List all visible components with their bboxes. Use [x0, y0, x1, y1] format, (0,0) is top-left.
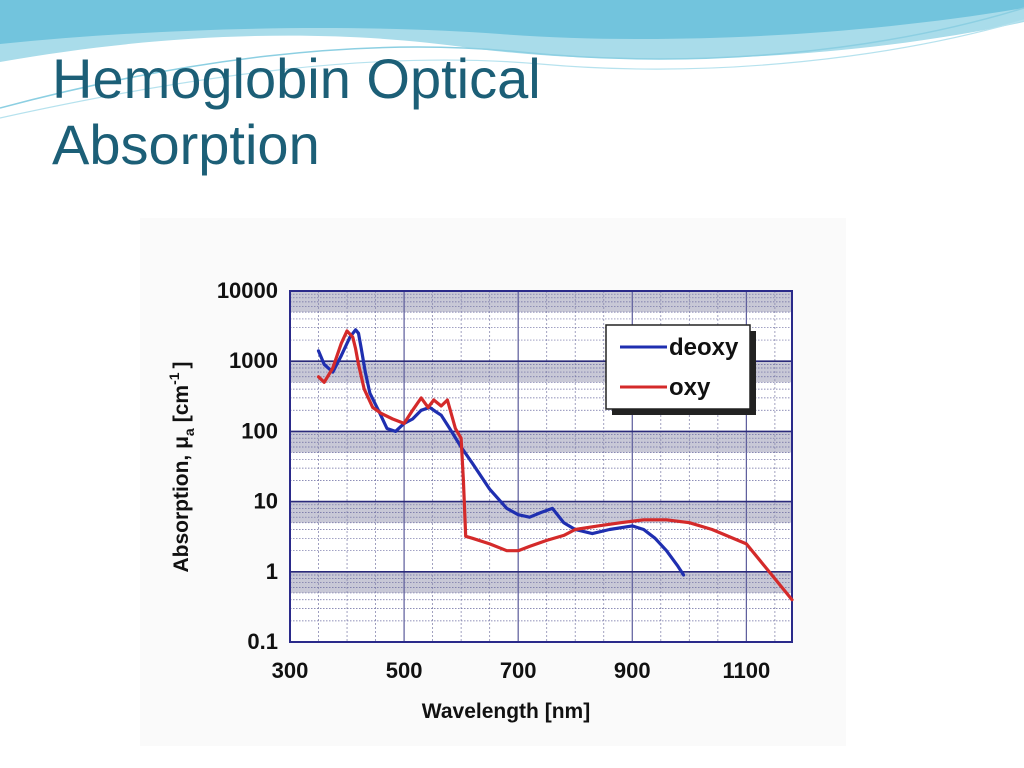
x-tick-label: 900 [614, 658, 651, 683]
legend-label-oxy: oxy [669, 374, 711, 401]
x-tick-labels: 300 500 700 900 1100 [272, 658, 771, 683]
series-layer [316, 328, 794, 602]
y-tick-label: 10 [254, 489, 278, 514]
y-axis-label: Absorption, μa [cm-1] [166, 361, 197, 572]
chart-canvas: 0.1 1 10 100 1000 10000 300 500 700 900 1100 Wave… [166, 278, 794, 723]
slide-header-wave-decoration [0, 0, 1024, 119]
plot-frame [289, 290, 793, 643]
chart-legend: deoxy oxy [605, 324, 756, 415]
y-tick-label: 0.1 [247, 629, 278, 654]
x-tick-label: 300 [272, 658, 309, 683]
slide-title-line-1: Hemoglobin Optical [52, 47, 541, 110]
y-axis-label-close: ] [170, 361, 193, 368]
y-tick-label: 10000 [217, 278, 278, 303]
y-tick-label: 1000 [229, 348, 278, 373]
slide-title-line-2: Absorption [52, 113, 320, 176]
x-axis-label: Wavelength [nm] [422, 700, 590, 723]
series-line-deoxy [316, 328, 686, 577]
x-tick-label: 700 [500, 658, 537, 683]
absorption-chart: 0.1 1 10 100 1000 10000 300 500 700 900 1100 Wave… [140, 218, 846, 746]
y-axis-label-main: Absorption, μ [170, 436, 193, 573]
x-tick-label: 1100 [722, 658, 770, 683]
y-tick-label: 1 [266, 559, 278, 584]
y-axis-label-unit: [cm [170, 385, 193, 422]
series-line-oxy [316, 329, 794, 602]
x-tick-label: 500 [386, 658, 423, 683]
y-axis-label-subscript: a [181, 428, 197, 436]
slide-title: Hemoglobin Optical Absorption [52, 46, 541, 178]
y-tick-labels: 0.1 1 10 100 1000 10000 [217, 278, 278, 654]
legend-label-deoxy: deoxy [669, 334, 739, 361]
y-tick-label: 100 [241, 418, 278, 443]
y-axis-label-superscript: -1 [166, 372, 182, 385]
legend-box [605, 324, 751, 410]
